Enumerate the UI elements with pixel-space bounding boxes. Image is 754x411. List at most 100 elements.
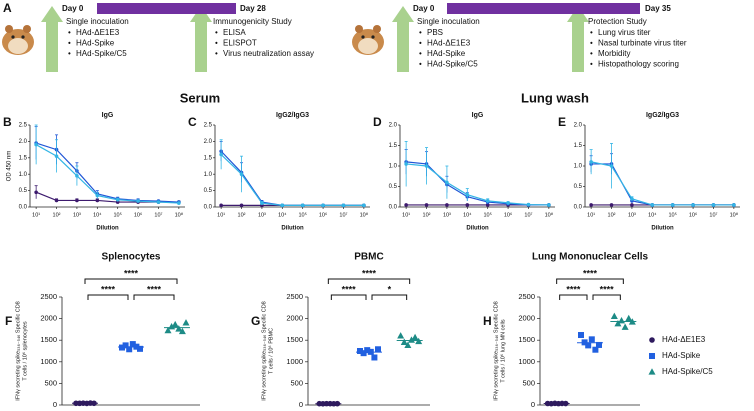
point — [367, 348, 374, 355]
point — [321, 203, 325, 208]
x-tick-label: 10⁸ — [545, 211, 553, 218]
bullet: • — [419, 49, 422, 58]
significance-label: **** — [101, 284, 116, 294]
point — [122, 342, 129, 349]
step-item: ELISPOT — [223, 39, 257, 48]
step-item: Morbidity — [598, 49, 630, 58]
y-tick-label: 1000 — [518, 357, 535, 366]
x-tick-label: 10³ — [73, 212, 81, 218]
y-tick-label: 500 — [290, 378, 303, 387]
step-item: HAd-Spike/C5 — [76, 49, 127, 58]
step-item: HAd-Spike/C5 — [427, 60, 478, 69]
y-tick-label: 2000 — [40, 314, 57, 323]
step-item: HAd-Spike — [76, 39, 115, 48]
y-tick-label: 1.5 — [19, 155, 28, 161]
legend-label: HAd-Spike/C5 — [662, 367, 713, 376]
step-item: HAd-ΔE1E3 — [76, 28, 120, 37]
significance-label: **** — [147, 284, 162, 294]
timeline-bar — [97, 3, 236, 14]
legend-marker — [648, 368, 656, 375]
point — [485, 199, 490, 203]
panel-label: A — [3, 1, 12, 15]
x-tick-label: 10⁸ — [730, 211, 738, 218]
x-tick-label: 10⁷ — [524, 211, 532, 218]
point — [625, 314, 633, 322]
point — [177, 201, 181, 205]
point — [589, 203, 593, 207]
point — [362, 203, 366, 208]
point — [526, 202, 531, 207]
step-item: HAd-Spike — [427, 49, 466, 58]
panel-label: F — [5, 314, 12, 328]
section-title: Lung wash — [521, 90, 589, 105]
chart-title: IgG — [472, 112, 484, 119]
day-label: Day 0 — [413, 4, 435, 13]
y-axis-label: IFNγ secreting spike₅₃₈₋₅₄₆ Specific CD8 — [261, 301, 267, 400]
x-tick-label: 10³ — [443, 212, 451, 218]
chart-title: IgG2/IgG3 — [276, 112, 309, 119]
point — [547, 203, 551, 207]
point — [424, 203, 429, 207]
bullet: • — [590, 39, 593, 48]
bullet: • — [68, 39, 71, 48]
point — [630, 197, 634, 201]
series-line — [35, 144, 179, 204]
step-item: Histopathology scoring — [598, 60, 679, 69]
bullet: • — [419, 39, 422, 48]
point — [592, 346, 599, 353]
y-tick-label: 1.0 — [389, 164, 398, 170]
hamster-ear — [355, 25, 363, 33]
point — [91, 400, 97, 407]
point — [506, 201, 510, 205]
panel-label: H — [483, 314, 492, 328]
hamster-ear — [373, 25, 381, 33]
hamster-eye — [371, 35, 375, 39]
x-tick-label: 10⁴ — [463, 211, 472, 218]
y-tick-label: 1.0 — [204, 172, 213, 178]
series-line — [406, 161, 549, 206]
point — [75, 198, 79, 203]
legend-marker — [649, 337, 655, 343]
point — [341, 203, 346, 208]
point — [126, 346, 133, 353]
x-tick-label: 10⁶ — [689, 211, 697, 218]
step-item: Nasal turbinate virus titer — [598, 39, 687, 48]
point — [334, 400, 341, 407]
y-tick-label: 0 — [531, 400, 535, 409]
bullet: • — [215, 28, 218, 37]
series-line — [406, 163, 549, 206]
y-tick-label: 1.0 — [19, 172, 28, 178]
x-tick-label: 10⁸ — [175, 211, 183, 218]
point — [119, 344, 125, 351]
chart-title: PBMC — [354, 252, 383, 263]
hamster-belly — [358, 38, 378, 54]
y-axis-label: T cells / 10⁶ lung MN cells — [499, 319, 506, 383]
y-tick-label: 500 — [44, 378, 57, 387]
y-tick-label: 0.0 — [389, 205, 398, 211]
x-tick-label: 10⁵ — [668, 211, 676, 218]
chart-title: Lung Mononuclear Cells — [532, 252, 649, 263]
x-axis-label: Dilution — [466, 226, 489, 232]
point — [357, 348, 363, 354]
point — [397, 332, 405, 339]
day-label: Day 35 — [645, 4, 671, 13]
significance-bracket — [371, 294, 408, 300]
point — [465, 192, 470, 197]
point — [75, 174, 79, 178]
point — [178, 327, 186, 335]
step-heading: Single inoculation — [417, 17, 480, 26]
green-arrow — [392, 6, 414, 72]
x-tick-label: 10⁶ — [319, 211, 327, 218]
y-tick-label: 0.0 — [19, 205, 28, 211]
point — [628, 318, 636, 325]
bullet: • — [590, 49, 593, 58]
x-axis-label: Dilution — [96, 226, 119, 232]
point — [485, 203, 490, 207]
y-tick-label: 2500 — [518, 292, 535, 301]
step-item: HAd-ΔE1E3 — [427, 39, 471, 48]
significance-label: **** — [124, 268, 139, 278]
y-tick-label: 1.5 — [389, 143, 398, 149]
x-axis-label: Dilution — [651, 226, 674, 232]
hamster-belly — [8, 38, 28, 54]
timeline-bar — [447, 3, 640, 14]
